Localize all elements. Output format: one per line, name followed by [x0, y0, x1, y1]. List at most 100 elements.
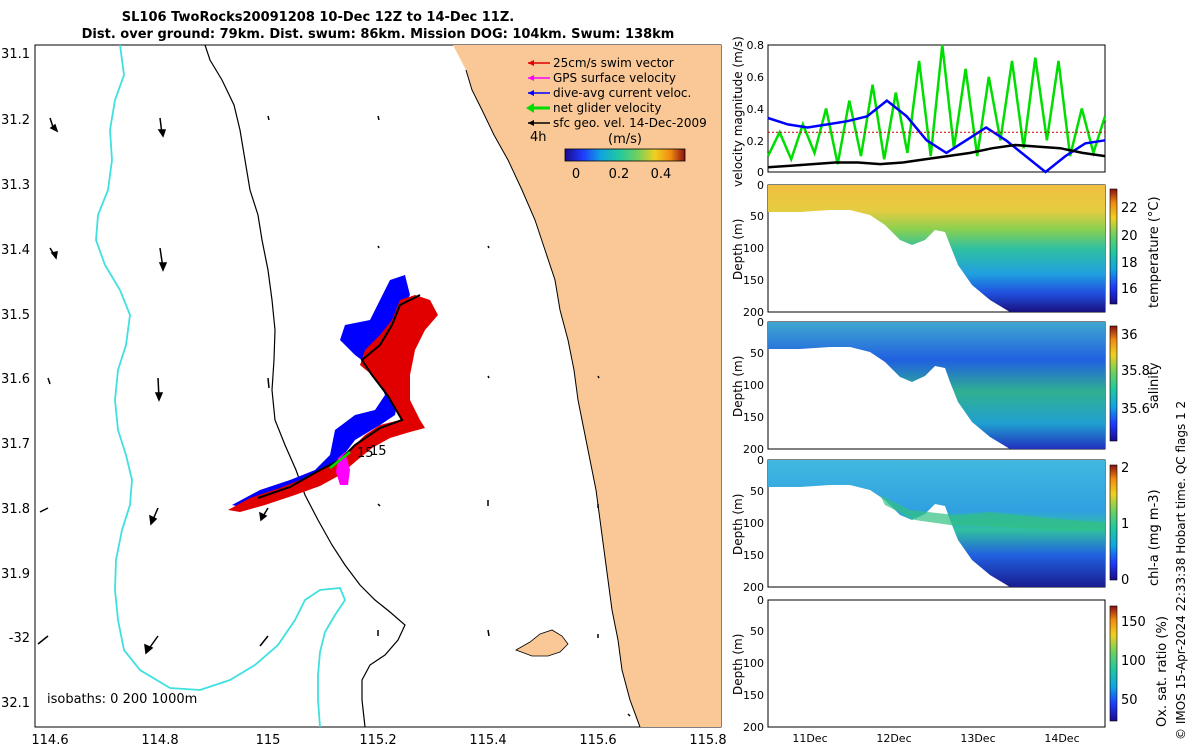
vel-tick: 0 [757, 166, 764, 179]
map-lat-ticks: 31.1 31.2 31.3 31.4 31.5 31.6 31.7 31.8 … [1, 47, 30, 711]
colorbar-tick: 0.2 [609, 167, 630, 182]
depth-tick: 50 [750, 485, 764, 498]
colorbar-tick: 0 [572, 167, 580, 182]
chla-panel: 0 50 100 150 200 Depth (m) 2 1 0 chl-a (… [731, 454, 1162, 594]
salinity-label: salinity [1147, 362, 1162, 409]
isobath-200m [204, 45, 406, 727]
colorbar-tick: 0.4 [651, 167, 672, 182]
map-panel: 15 15 [1, 44, 727, 748]
track-label-a: 15 [357, 446, 374, 461]
chla-label: chl-a (mg m-3) [1147, 489, 1162, 586]
lat-tick-label: 31.9 [1, 567, 30, 582]
lat-tick-label: 31.7 [1, 437, 30, 452]
swim-vectors-north [360, 295, 438, 425]
cb-tick: 35.6 [1121, 402, 1150, 417]
salinity-colorbar [1109, 325, 1118, 442]
map-legend: 25cm/s swim vector GPS surface velocity … [526, 56, 707, 182]
legend-label-net: net glider velocity [553, 101, 661, 115]
lat-tick-label: -32 [9, 631, 30, 646]
vel-tick: 0.2 [747, 135, 765, 148]
legend-arrowhead [528, 90, 534, 96]
velocity-panel: 0.8 0.6 0.4 0.2 0 velocity magnitude (m/… [731, 36, 1107, 187]
temperature-y-ticks: 0 50 100 150 200 [743, 179, 764, 319]
oxygen-axes [767, 599, 1106, 728]
chart-title-line1: SL106 TwoRocks20091208 10-Dec 12Z to 14-… [122, 10, 514, 25]
depth-ylabel: Depth (m) [731, 634, 745, 695]
velocity-series-line [766, 44, 1107, 165]
depth-tick: 0 [757, 594, 764, 607]
current-vectors [232, 275, 410, 508]
lat-tick-label: 32.1 [1, 696, 30, 711]
depth-tick: 100 [743, 657, 764, 670]
depth-tick: 100 [743, 242, 764, 255]
lon-tick-label: 115.8 [689, 733, 726, 748]
island [515, 629, 569, 657]
imos-side-note: © IMOS 15-Apr-2024 22:33:38 Hobart time.… [1174, 401, 1188, 740]
chart-title-line2: Dist. over ground: 79km. Dist. swum: 86k… [82, 27, 675, 42]
time-x-ticks: 11Dec 12Dec 13Dec 14Dec [792, 732, 1079, 745]
lon-tick-label: 114.8 [141, 733, 178, 748]
sfc-geo-velocity-arrows [37, 115, 631, 717]
legend-label-swim: 25cm/s swim vector [553, 56, 674, 70]
cb-tick: 35.8 [1121, 364, 1150, 379]
glider-track [257, 294, 421, 499]
velocity-series-line [767, 143, 1106, 169]
chla-max-layer [880, 495, 1105, 530]
depth-tick: 200 [743, 581, 764, 594]
legend-label-geo: sfc geo. vel. 14-Dec-2009 [553, 116, 707, 130]
land-mass [453, 45, 721, 727]
depth-tick: 200 [743, 306, 764, 319]
cb-tick: 100 [1121, 654, 1146, 669]
depth-tick: 50 [750, 210, 764, 223]
cb-tick: 0 [1121, 573, 1129, 588]
depth-tick: 50 [750, 347, 764, 360]
depth-tick: 150 [743, 411, 764, 424]
oxygen-colorbar [1109, 605, 1118, 722]
lat-tick-label: 31.5 [1, 308, 30, 323]
cb-tick: 2 [1121, 461, 1129, 476]
depth-tick: 0 [757, 179, 764, 192]
salinity-section [768, 322, 1105, 449]
lat-tick-label: 31.6 [1, 372, 30, 387]
coastline [465, 69, 641, 727]
time-tick: 12Dec [876, 732, 911, 745]
lon-tick-label: 115.2 [359, 733, 396, 748]
salinity-panel: 0 50 100 150 200 Depth (m) 36 35.8 35.6 … [731, 316, 1162, 456]
legend-arrowhead [528, 120, 534, 126]
time-tick: 11Dec [792, 732, 827, 745]
lat-tick-label: 31.4 [1, 243, 30, 258]
velocity-y-ticks: 0.8 0.6 0.4 0.2 0 [747, 39, 765, 179]
vel-tick: 0.6 [747, 71, 765, 84]
depth-tick: 150 [743, 689, 764, 702]
chla-colorbar [1109, 464, 1118, 581]
legend-label-gps: GPS surface velocity [553, 71, 676, 85]
isobath-1000m [95, 45, 347, 727]
temperature-section [768, 185, 1105, 312]
temperature-panel: 0 50 100 150 200 Depth (m) 22 20 18 16 t… [731, 179, 1162, 319]
depth-tick: 200 [743, 721, 764, 734]
cb-tick: 50 [1121, 693, 1138, 708]
time-tick: 13Dec [960, 732, 995, 745]
vel-tick: 0.8 [747, 39, 765, 52]
oxygen-y-ticks: 0 50 100 150 200 [743, 594, 764, 734]
depth-ylabel: Depth (m) [731, 219, 745, 280]
chla-section [768, 460, 1105, 587]
lon-tick-label: 115.6 [579, 733, 616, 748]
depth-tick: 0 [757, 316, 764, 329]
isobath-note: isobaths: 0 200 1000m [47, 692, 197, 707]
lon-tick-label: 115.4 [469, 733, 506, 748]
depth-tick: 100 [743, 517, 764, 530]
depth-ylabel: Depth (m) [731, 356, 745, 417]
lon-tick-label: 115 [256, 733, 281, 748]
cb-tick: 18 [1121, 256, 1138, 271]
salinity-y-ticks: 0 50 100 150 200 [743, 316, 764, 456]
temperature-label: temperature (°C) [1147, 196, 1162, 308]
velocity-series [766, 44, 1107, 174]
temperature-colorbar [1109, 188, 1118, 305]
lat-tick-label: 31.8 [1, 502, 30, 517]
velocity-series-line [767, 99, 1106, 174]
legend-arrowhead [528, 75, 534, 81]
map-lon-ticks: 114.6 114.8 115 115.2 115.4 115.6 115.8 [31, 733, 726, 748]
cb-tick: 1 [1121, 517, 1129, 532]
legend-arrowhead [526, 103, 534, 113]
